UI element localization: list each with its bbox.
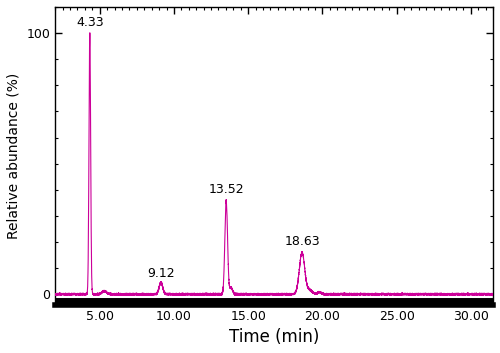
Text: 4.33: 4.33 (76, 16, 104, 29)
Text: 18.63: 18.63 (284, 235, 320, 249)
Y-axis label: Relative abundance (%): Relative abundance (%) (7, 73, 21, 239)
Text: 13.52: 13.52 (208, 183, 244, 196)
X-axis label: Time (min): Time (min) (229, 328, 320, 346)
Text: 9.12: 9.12 (147, 267, 174, 280)
